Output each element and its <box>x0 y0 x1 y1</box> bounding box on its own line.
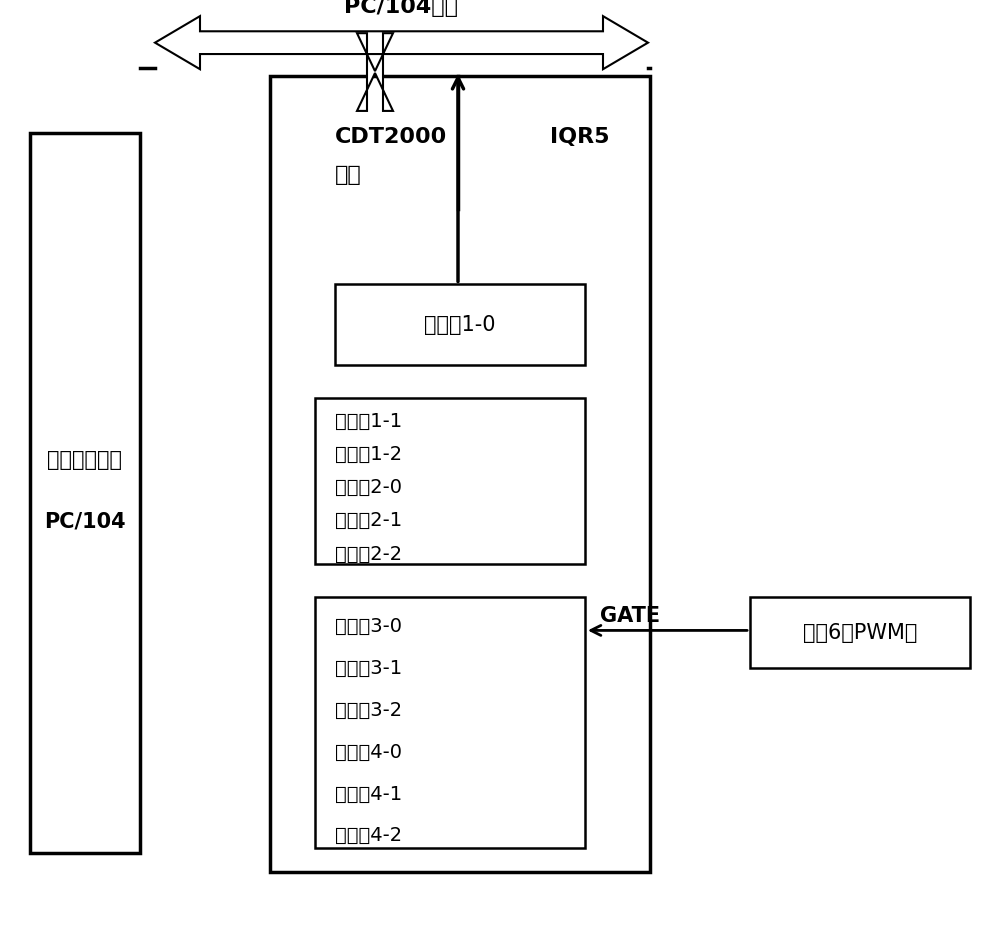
Text: 板卡: 板卡 <box>335 165 362 186</box>
Text: 定时器2-1: 定时器2-1 <box>335 511 402 531</box>
Text: PC/104总线: PC/104总线 <box>344 0 458 17</box>
Text: CDT2000: CDT2000 <box>335 127 447 148</box>
Text: 定时器2-0: 定时器2-0 <box>335 478 402 498</box>
Text: 定时器4-1: 定时器4-1 <box>335 785 402 804</box>
Text: 采集6路PWM波: 采集6路PWM波 <box>803 623 917 643</box>
FancyBboxPatch shape <box>270 76 650 872</box>
Text: 定时器1-1: 定时器1-1 <box>335 411 402 431</box>
Text: PC/104: PC/104 <box>44 511 126 532</box>
Polygon shape <box>155 16 648 69</box>
FancyBboxPatch shape <box>315 398 585 564</box>
Text: 定时器3-0: 定时器3-0 <box>335 617 402 636</box>
Text: 嵌入式计算机: 嵌入式计算机 <box>47 449 122 470</box>
FancyBboxPatch shape <box>315 597 585 848</box>
FancyBboxPatch shape <box>750 597 970 668</box>
Text: 定时器3-1: 定时器3-1 <box>335 659 402 678</box>
Text: GATE: GATE <box>600 606 660 627</box>
FancyBboxPatch shape <box>30 133 140 853</box>
Text: 定时器4-2: 定时器4-2 <box>335 827 402 846</box>
Polygon shape <box>357 33 393 111</box>
Text: 定时器4-0: 定时器4-0 <box>335 742 402 761</box>
Text: IQR5: IQR5 <box>550 127 610 148</box>
Text: 定时器3-2: 定时器3-2 <box>335 701 402 720</box>
Text: 定时器2-2: 定时器2-2 <box>335 544 402 564</box>
Text: 定时器1-0: 定时器1-0 <box>424 315 496 335</box>
Text: 定时器1-2: 定时器1-2 <box>335 445 402 465</box>
FancyBboxPatch shape <box>335 284 585 365</box>
